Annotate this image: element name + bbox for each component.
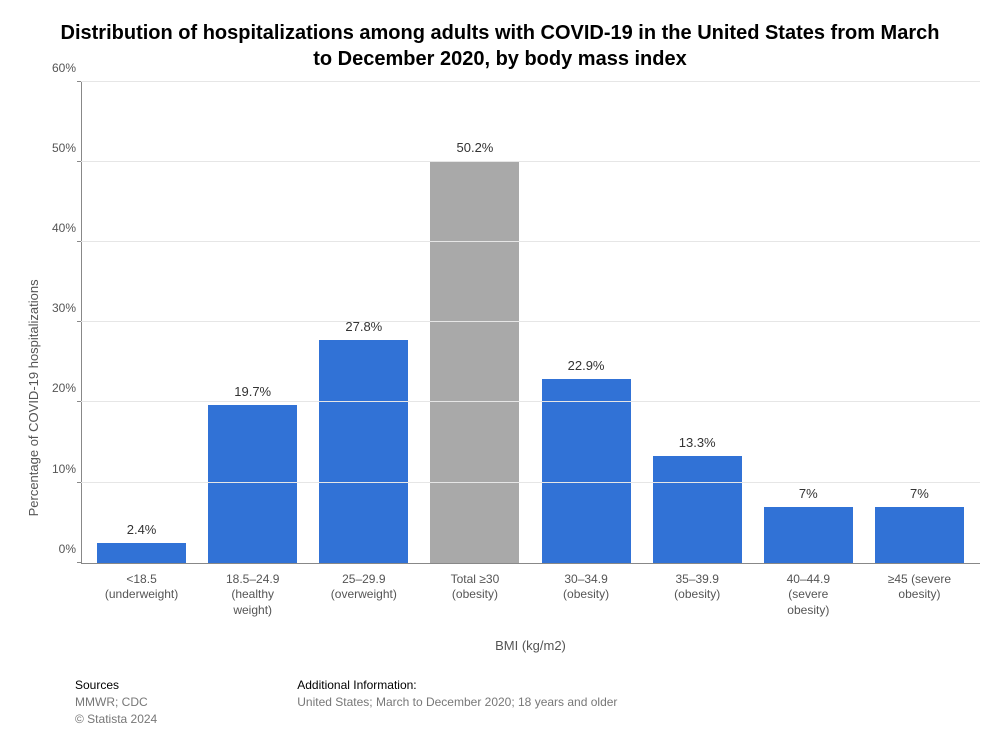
y-tick-mark bbox=[77, 81, 81, 82]
bar-slot: 50.2% bbox=[419, 82, 530, 563]
copyright-text: © Statista 2024 bbox=[75, 711, 157, 728]
x-tick-label: 25–29.9(overweight) bbox=[308, 572, 419, 619]
y-tick-mark bbox=[77, 562, 81, 563]
y-tick-label: 20% bbox=[41, 381, 76, 395]
additional-heading: Additional Information: bbox=[297, 678, 617, 692]
bar-value-label: 2.4% bbox=[127, 522, 157, 537]
y-tick-mark bbox=[77, 401, 81, 402]
bar bbox=[97, 543, 186, 562]
bar bbox=[208, 405, 297, 563]
sources-heading: Sources bbox=[75, 678, 157, 692]
y-tick-label: 60% bbox=[41, 61, 76, 75]
bar-value-label: 13.3% bbox=[679, 435, 716, 450]
bar-slot: 13.3% bbox=[642, 82, 753, 563]
grid-line bbox=[81, 241, 980, 242]
bar-slot: 19.7% bbox=[197, 82, 308, 563]
y-axis-label: Percentage of COVID-19 hospitalizations bbox=[20, 82, 41, 653]
footer: Sources MMWR; CDC © Statista 2024 Additi… bbox=[20, 653, 980, 733]
y-tick-label: 0% bbox=[41, 542, 76, 556]
bar-slot: 27.8% bbox=[308, 82, 419, 563]
grid-line bbox=[81, 161, 980, 162]
grid-line bbox=[81, 321, 980, 322]
y-tick-mark bbox=[77, 161, 81, 162]
chart-title: Distribution of hospitalizations among a… bbox=[20, 20, 980, 82]
grid-line bbox=[81, 482, 980, 483]
x-tick-label: ≥45 (severeobesity) bbox=[864, 572, 975, 619]
y-tick-mark bbox=[77, 482, 81, 483]
bar-slot: 22.9% bbox=[531, 82, 642, 563]
y-tick-label: 30% bbox=[41, 301, 76, 315]
x-tick-label: 18.5–24.9(healthyweight) bbox=[197, 572, 308, 619]
grid-line bbox=[81, 401, 980, 402]
bar-slot: 7% bbox=[753, 82, 864, 563]
bar-value-label: 22.9% bbox=[568, 358, 605, 373]
x-tick-label: 30–34.9(obesity) bbox=[531, 572, 642, 619]
x-tick-label: <18.5(underweight) bbox=[86, 572, 197, 619]
bar bbox=[764, 507, 853, 563]
bar-value-label: 50.2% bbox=[457, 140, 494, 155]
plot: 2.4%19.7%27.8%50.2%22.9%13.3%7%7% 0%10%2… bbox=[81, 82, 980, 564]
x-axis-labels: <18.5(underweight)18.5–24.9(healthyweigh… bbox=[81, 564, 980, 619]
bars-layer: 2.4% 19.7% 27.8% 50.2% 22.9% 13.3% 7% 7% bbox=[81, 82, 980, 563]
y-tick-mark bbox=[77, 241, 81, 242]
additional-text: United States; March to December 2020; 1… bbox=[297, 694, 617, 711]
chart-area: Percentage of COVID-19 hospitalizations … bbox=[20, 82, 980, 653]
bar-value-label: 19.7% bbox=[234, 384, 271, 399]
x-tick-label: 40–44.9(severeobesity) bbox=[753, 572, 864, 619]
x-tick-label: 35–39.9(obesity) bbox=[642, 572, 753, 619]
x-axis-label: BMI (kg/m2) bbox=[81, 638, 980, 653]
chart-container: Distribution of hospitalizations among a… bbox=[0, 0, 1000, 743]
plot-wrapper: 2.4%19.7%27.8%50.2%22.9%13.3%7%7% 0%10%2… bbox=[81, 82, 980, 653]
bar bbox=[542, 379, 631, 562]
bar-slot: 7% bbox=[864, 82, 975, 563]
bar-value-label: 7% bbox=[799, 486, 818, 501]
y-tick-mark bbox=[77, 321, 81, 322]
y-tick-label: 50% bbox=[41, 141, 76, 155]
bar bbox=[875, 507, 964, 563]
y-tick-label: 10% bbox=[41, 462, 76, 476]
bar bbox=[319, 340, 408, 563]
grid-line bbox=[81, 81, 980, 82]
footer-additional: Additional Information: United States; M… bbox=[297, 678, 617, 728]
footer-sources: Sources MMWR; CDC © Statista 2024 bbox=[75, 678, 157, 728]
y-tick-region bbox=[41, 82, 81, 653]
y-tick-label: 40% bbox=[41, 221, 76, 235]
bar-slot: 2.4% bbox=[86, 82, 197, 563]
x-tick-label: Total ≥30(obesity) bbox=[419, 572, 530, 619]
bar-value-label: 7% bbox=[910, 486, 929, 501]
bar bbox=[653, 456, 742, 563]
sources-text: MMWR; CDC bbox=[75, 694, 157, 711]
bar bbox=[430, 161, 519, 563]
